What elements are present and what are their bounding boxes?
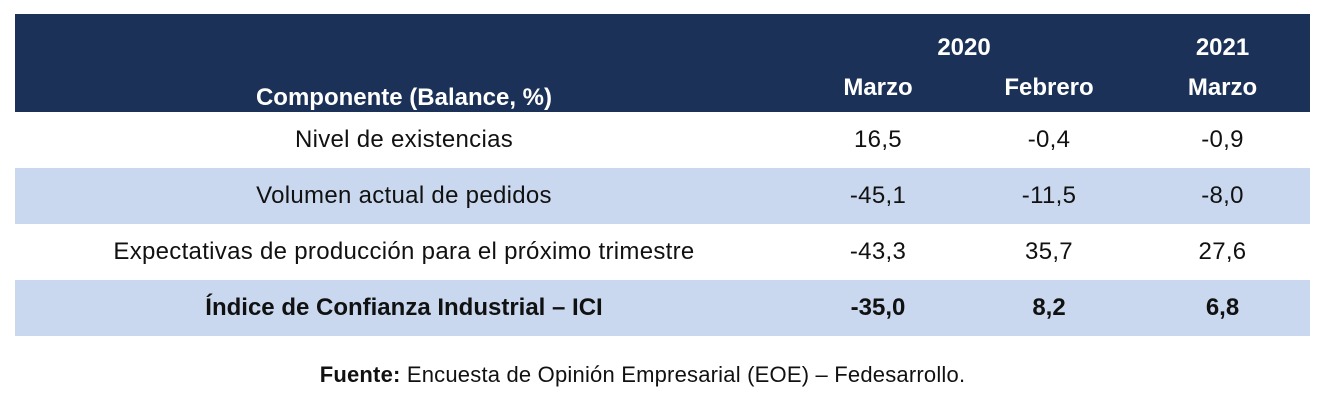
value-cell: -0,9 xyxy=(1201,126,1244,153)
table-body: Nivel de existencias 16,5 -0,4 -0,9 Volu… xyxy=(15,112,1311,336)
ici-components-table: Componente (Balance, %) 2020 2021 Marzo … xyxy=(15,14,1311,336)
value-cell: 27,6 xyxy=(1198,238,1247,265)
month-header: Febrero xyxy=(963,64,1136,112)
component-cell: Volumen actual de pedidos xyxy=(15,168,793,224)
source-note: Fuente: Encuesta de Opinión Empresarial … xyxy=(0,362,1285,388)
value-cell: 8,2 xyxy=(963,280,1136,336)
component-column-header: Componente (Balance, %) xyxy=(15,14,793,112)
value-cell: -8,0 xyxy=(1135,168,1311,224)
value-cell: 6,8 xyxy=(1135,280,1311,336)
source-label: Fuente: xyxy=(319,362,401,387)
year-2021-header: 2021 xyxy=(1135,14,1311,64)
value-cell: -35,0 xyxy=(793,280,963,336)
month-header: Marzo xyxy=(1135,64,1311,112)
table-row: Volumen actual de pedidos -45,1 -11,5 -8… xyxy=(15,168,1311,224)
component-cell: Nivel de existencias xyxy=(294,126,514,153)
component-cell: Expectativas de producción para el próxi… xyxy=(113,238,695,265)
value-cell: 35,7 xyxy=(1025,238,1073,265)
value-cell: -11,5 xyxy=(963,168,1136,224)
table-row: Expectativas de producción para el próxi… xyxy=(15,224,1310,280)
component-cell: Índice de Confianza Industrial – ICI xyxy=(15,280,793,336)
table-row-total: Índice de Confianza Industrial – ICI -35… xyxy=(15,280,1311,336)
table-row: Nivel de existencias 16,5 -0,4 -0,9 xyxy=(15,112,1310,168)
header-row-months: Marzo Febrero Marzo xyxy=(15,64,1311,112)
value-cell: -43,3 xyxy=(849,238,907,265)
header-row-years: Componente (Balance, %) 2020 2021 xyxy=(15,14,1311,112)
table-header: Componente (Balance, %) 2020 2021 Marzo … xyxy=(15,14,1311,112)
value-cell: 16,5 xyxy=(854,126,902,153)
value-cell: -0,4 xyxy=(1027,126,1071,153)
month-header: Marzo xyxy=(793,64,963,112)
value-cell: -45,1 xyxy=(793,168,963,224)
source-text: Encuesta de Opinión Empresarial (EOE) – … xyxy=(400,362,966,387)
year-2020-header: 2020 xyxy=(793,14,1136,64)
